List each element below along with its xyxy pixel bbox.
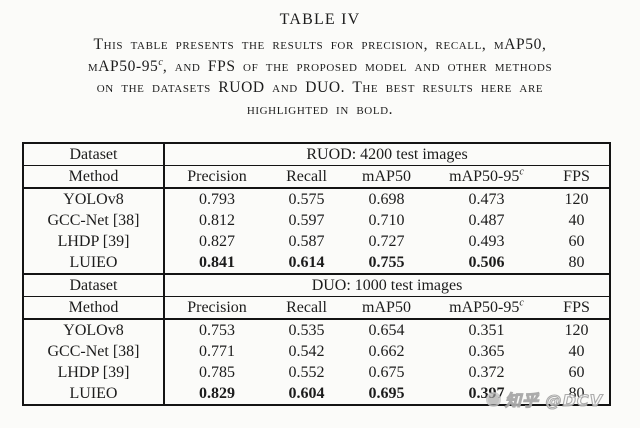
value-cell: 0.785 [199,364,235,381]
value-cell-best: 0.829 [199,385,235,402]
superscript-c: c [158,56,163,68]
value-cell: 120 [564,322,589,339]
column-header-recall: Recall [269,165,344,189]
method-label: Method [23,296,165,320]
column-header-precision: Precision [164,296,269,320]
value-cell: 0.727 [368,233,405,250]
value-cell-best: 0.841 [199,254,235,271]
value-cell: 0.575 [288,191,325,208]
column-header-row-duo: Method Precision Recall mAP50 mAP50-95c … [23,296,611,320]
value-cell-best: 0.397 [468,385,505,402]
method-label: Method [23,165,165,189]
value-cell: 0.597 [288,212,325,229]
table-label: TABLE IV [279,11,361,28]
value-cell: 0.753 [199,322,235,339]
column-header-row-ruod: Method Precision Recall mAP50 mAP50-95c … [23,165,611,189]
value-cell: 40 [568,343,585,360]
value-cell: 60 [568,364,585,381]
dataset-header-row-ruod: Dataset RUOD: 4200 test images [23,143,611,166]
value-cell: 0.552 [288,364,325,381]
method-cell: GCC-Net [38] [23,210,165,231]
value-cell: 0.365 [468,343,505,360]
table-row-ruod-lhdp: LHDP [39] 0.827 0.587 0.727 0.493 60 [23,231,610,252]
column-header-fps: FPS [544,296,611,320]
table-row-duo-lhdp: LHDP [39] 0.785 0.552 0.675 0.372 60 [23,362,610,383]
value-cell: 0.675 [368,364,405,381]
dataset-value-ruod: RUOD: 4200 test images [164,143,611,166]
table-row-ruod-yolov8: YOLOv8 0.793 0.575 0.698 0.473 120 [23,188,610,210]
column-header-fps: FPS [544,165,611,189]
superscript-c: c [519,166,524,178]
value-cell: 0.473 [468,191,505,208]
dataset-label: Dataset [23,143,165,166]
value-cell: 0.351 [468,322,505,339]
caption-text-segment: mAP50-95 [87,57,159,75]
method-cell: YOLOv8 [23,188,165,210]
value-cell: 0.587 [288,233,325,250]
value-cell: 0.793 [199,191,235,208]
value-cell: 80 [568,254,585,271]
column-header-map50-95-label: mAP50-95 [449,168,520,185]
column-header-precision: Precision [164,165,269,189]
caption-line-4: highlighted in bold. [246,100,394,118]
caption-line-3: on the datasets RUOD and DUO. The best r… [96,79,544,96]
table-row-ruod-gcc-net: GCC-Net [38] 0.812 0.597 0.710 0.487 40 [23,210,610,231]
column-header-map50: mAP50 [344,296,429,320]
dataset-label: Dataset [23,273,165,297]
value-cell: 0.493 [468,233,505,250]
method-cell: LUIEO [23,252,165,274]
method-cell: LUIEO [23,383,165,405]
table-row-duo-luieo: LUIEO 0.829 0.604 0.695 0.397 80 [23,383,610,405]
value-cell: 120 [564,191,589,208]
value-cell-best: 0.506 [468,254,505,271]
method-cell: LHDP [39] [23,362,165,383]
column-header-recall: Recall [269,296,344,320]
value-cell-best: 0.755 [368,254,405,271]
value-cell-best: 0.604 [288,385,325,402]
dataset-value-duo: DUO: 1000 test images [164,273,611,297]
dataset-header-row-duo: Dataset DUO: 1000 test images [23,273,611,297]
table-row-duo-yolov8: YOLOv8 0.753 0.535 0.654 0.351 120 [23,319,610,341]
table-row-duo-gcc-net: GCC-Net [38] 0.771 0.542 0.662 0.365 40 [23,341,610,362]
value-cell: 0.542 [288,343,325,360]
column-header-map50-95: mAP50-95c [429,165,544,189]
value-cell: 0.662 [368,343,405,360]
caption-line-2: mAP50-95c, and FPS of the proposed model… [0,56,640,78]
superscript-c: c [519,297,524,309]
value-cell: 60 [568,233,585,250]
column-header-map50-95: mAP50-95c [429,296,544,320]
column-header-map50: mAP50 [344,165,429,189]
value-cell: 0.710 [368,212,405,229]
table-caption: This table presents the results for prec… [0,34,640,120]
results-table: Dataset RUOD: 4200 test images Method Pr… [22,142,612,406]
caption-line-1: This table presents the results for prec… [93,36,547,53]
value-cell: 80 [568,385,585,402]
value-cell: 0.827 [199,233,235,250]
value-cell-best: 0.614 [288,254,325,271]
value-cell: 0.771 [199,343,235,360]
value-cell: 0.535 [288,322,325,339]
value-cell-best: 0.695 [368,385,405,402]
value-cell: 0.487 [468,212,505,229]
value-cell: 0.372 [468,364,505,381]
value-cell: 0.698 [368,191,405,208]
caption-text-segment: , and FPS of the proposed model and othe… [162,57,553,75]
method-cell: YOLOv8 [23,319,165,341]
column-header-map50-95-label: mAP50-95 [449,299,520,316]
table-row-ruod-luieo: LUIEO 0.841 0.614 0.755 0.506 80 [23,252,610,274]
value-cell: 0.812 [199,212,235,229]
value-cell: 40 [568,212,585,229]
method-cell: GCC-Net [38] [23,341,165,362]
method-cell: LHDP [39] [23,231,165,252]
value-cell: 0.654 [368,322,405,339]
paper-page: TABLE IV This table presents the results… [0,11,640,428]
